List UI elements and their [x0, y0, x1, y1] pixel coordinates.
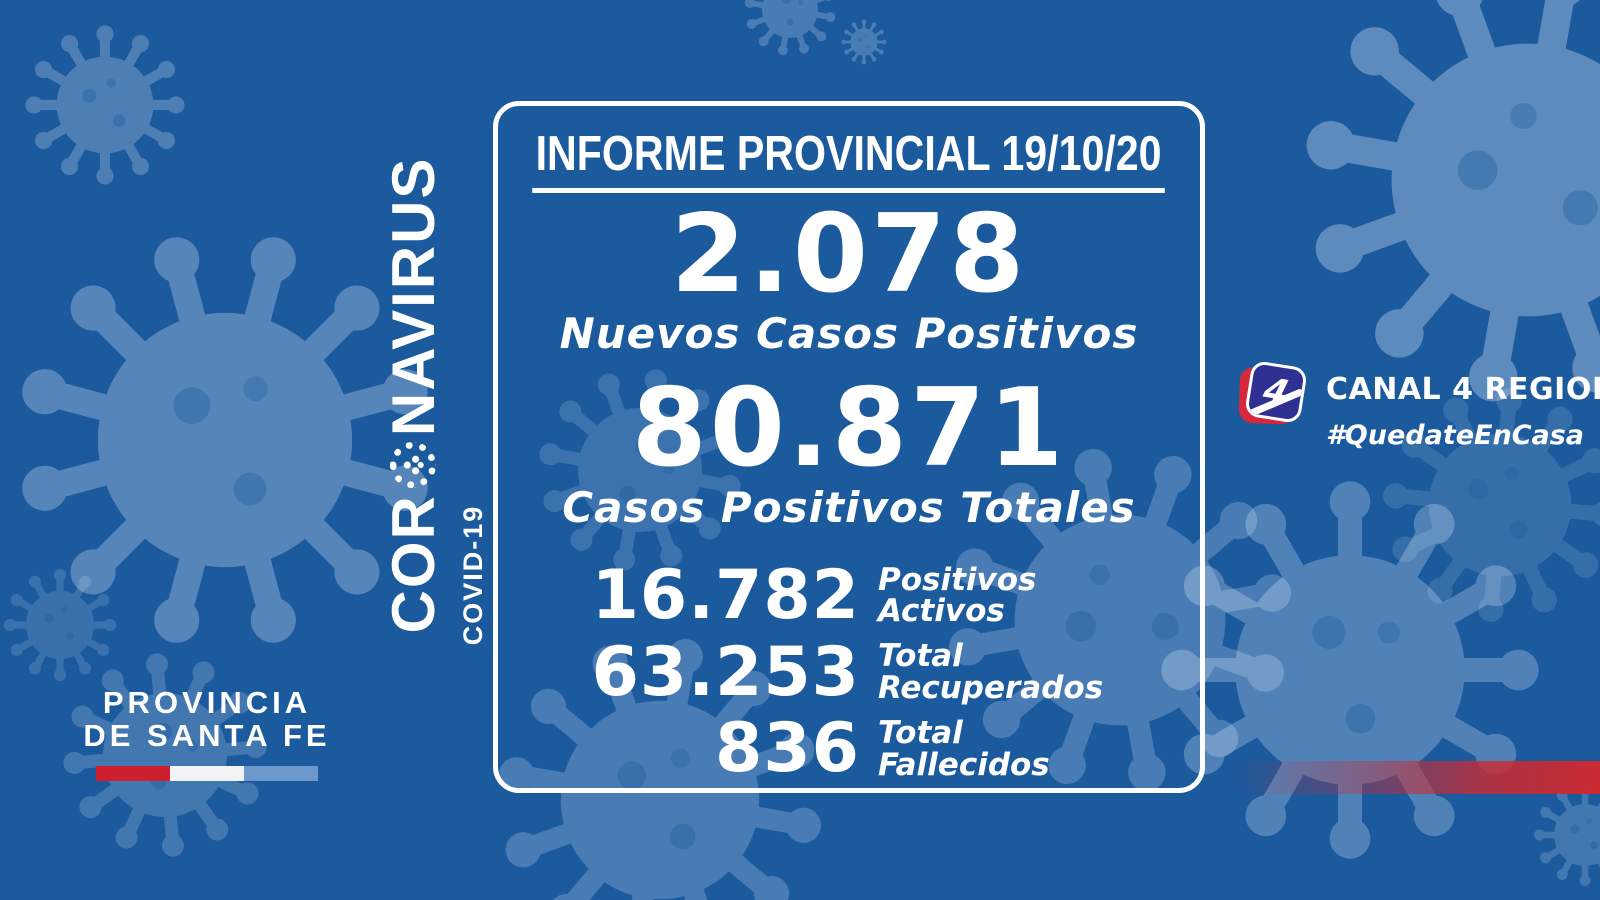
total-cases-label: Casos Positivos Totales [562, 483, 1136, 532]
coronavirus-vertical-banner: COR NAVIRUS [379, 115, 447, 675]
recovered-value: 63.253 [591, 632, 860, 712]
canal-4-logo-icon: 4 [1238, 359, 1309, 425]
flag-white-segment [170, 765, 244, 781]
flag-blue-segment [244, 765, 318, 781]
report-panel: INFORME PROVINCIAL 19/10/20 2.078 Nuevos… [493, 101, 1205, 793]
red-gradient-bar [1230, 761, 1600, 794]
active-cases-label: Positivos Activos [878, 561, 1037, 630]
virus-particle [842, 20, 887, 65]
new-cases-value: 2.078 [670, 192, 1028, 317]
active-cases-value: 16.782 [591, 556, 860, 635]
provincia-santa-fe-logo: PROVINCIA DE SANTA FE [82, 686, 332, 781]
virus-particle [1534, 784, 1600, 886]
recovered-row: 63.253 Total Recuperados [560, 632, 1138, 712]
canal-4-branding: 4 CANAL 4 REGIONAL #QuedateEnCasa [1232, 348, 1600, 468]
report-title-wrap: INFORME PROVINCIAL 19/10/20 [472, 130, 1225, 193]
canal-4-icon-digit: 4 [1259, 370, 1293, 414]
channel-name: CANAL 4 REGIONAL [1326, 372, 1600, 407]
virus-o-icon [390, 442, 436, 489]
virus-particle [25, 25, 184, 184]
coronavirus-word-start: COR [379, 494, 447, 634]
flag-red-segment [96, 765, 170, 781]
detail-stats: 16.782 Positivos Activos 63.253 Total Re… [560, 556, 1138, 789]
total-cases-value: 80.871 [631, 366, 1067, 491]
deceased-row: 836 Total Fallecidos [560, 709, 1138, 789]
canal-4-icon-square: 4 [1243, 359, 1309, 425]
deceased-label: Total Fallecidos [878, 714, 1050, 783]
active-cases-row: 16.782 Positivos Activos [560, 556, 1138, 635]
provincia-line1: PROVINCIA [102, 685, 312, 720]
new-cases-label: Nuevos Casos Positivos [559, 309, 1139, 358]
coronavirus-word-end: NAVIRUS [379, 156, 447, 437]
provincia-line2: DE SANTA FE [83, 718, 331, 754]
recovered-label: Total Recuperados [878, 638, 1104, 706]
virus-particle [725, 0, 854, 75]
deceased-value: 836 [715, 709, 860, 789]
covid-19-label: COVID-19 [458, 504, 488, 646]
quedate-en-casa-hashtag: #QuedateEnCasa [1326, 420, 1585, 451]
report-title: INFORME PROVINCIAL 19/10/20 [532, 130, 1166, 193]
santa-fe-flag-bar [96, 765, 318, 781]
